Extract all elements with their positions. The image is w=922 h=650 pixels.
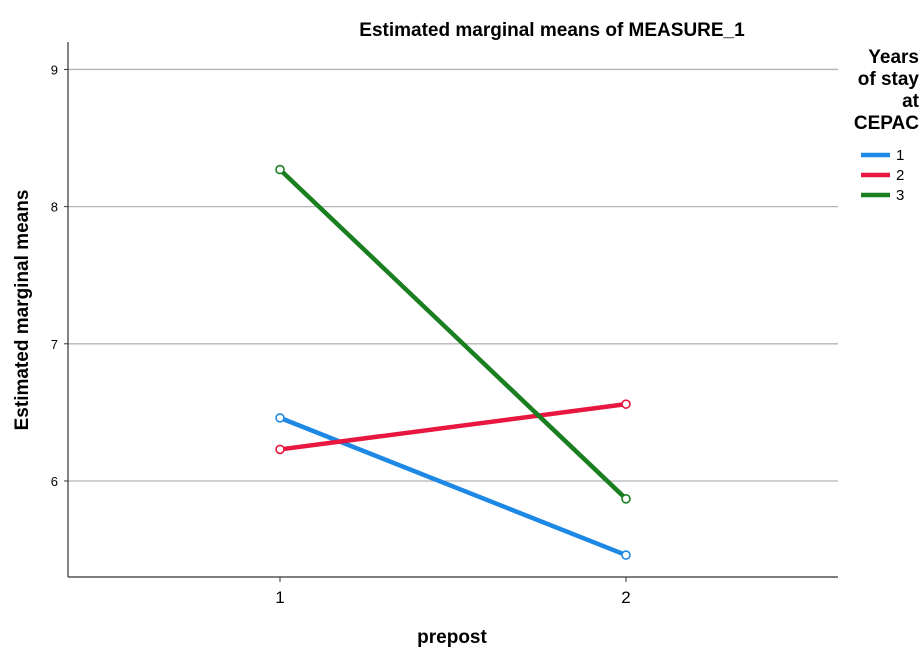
y-axis-title: Estimated marginal means [12,190,33,431]
x-tick-label-1: 1 [275,588,284,607]
series-line-3 [277,167,629,502]
legend-label-2: 2 [896,167,904,184]
legend-title-line: CEPAC [854,113,919,134]
data-point-1-2 [621,550,631,560]
legend-title-line: Years [868,47,919,68]
chart-title: Estimated marginal means of MEASURE_1 [359,20,745,41]
y-tick-labels: 6 7 8 9 [51,62,68,489]
data-point-3-2 [621,494,631,504]
data-point-1-1 [275,413,285,423]
series-group [275,164,631,560]
legend-label-1: 1 [896,147,904,164]
data-point-2-1 [275,444,285,455]
data-point-2-2 [621,399,631,409]
gridlines [68,68,838,482]
x-axis-title: prepost [417,627,487,648]
y-tick-label-9: 9 [51,62,58,77]
series-line-1 [277,415,629,558]
data-point-3-1 [275,164,285,175]
legend-title-line: of stay [858,69,920,90]
y-tick-label-7: 7 [51,337,58,352]
x-tick-label-2: 2 [621,588,630,607]
y-tick-label-8: 8 [51,200,58,215]
series-line-2 [277,401,629,452]
legend-title-line: at [902,91,920,112]
legend-label-3: 3 [896,187,904,204]
y-tick-label-6: 6 [51,474,58,489]
